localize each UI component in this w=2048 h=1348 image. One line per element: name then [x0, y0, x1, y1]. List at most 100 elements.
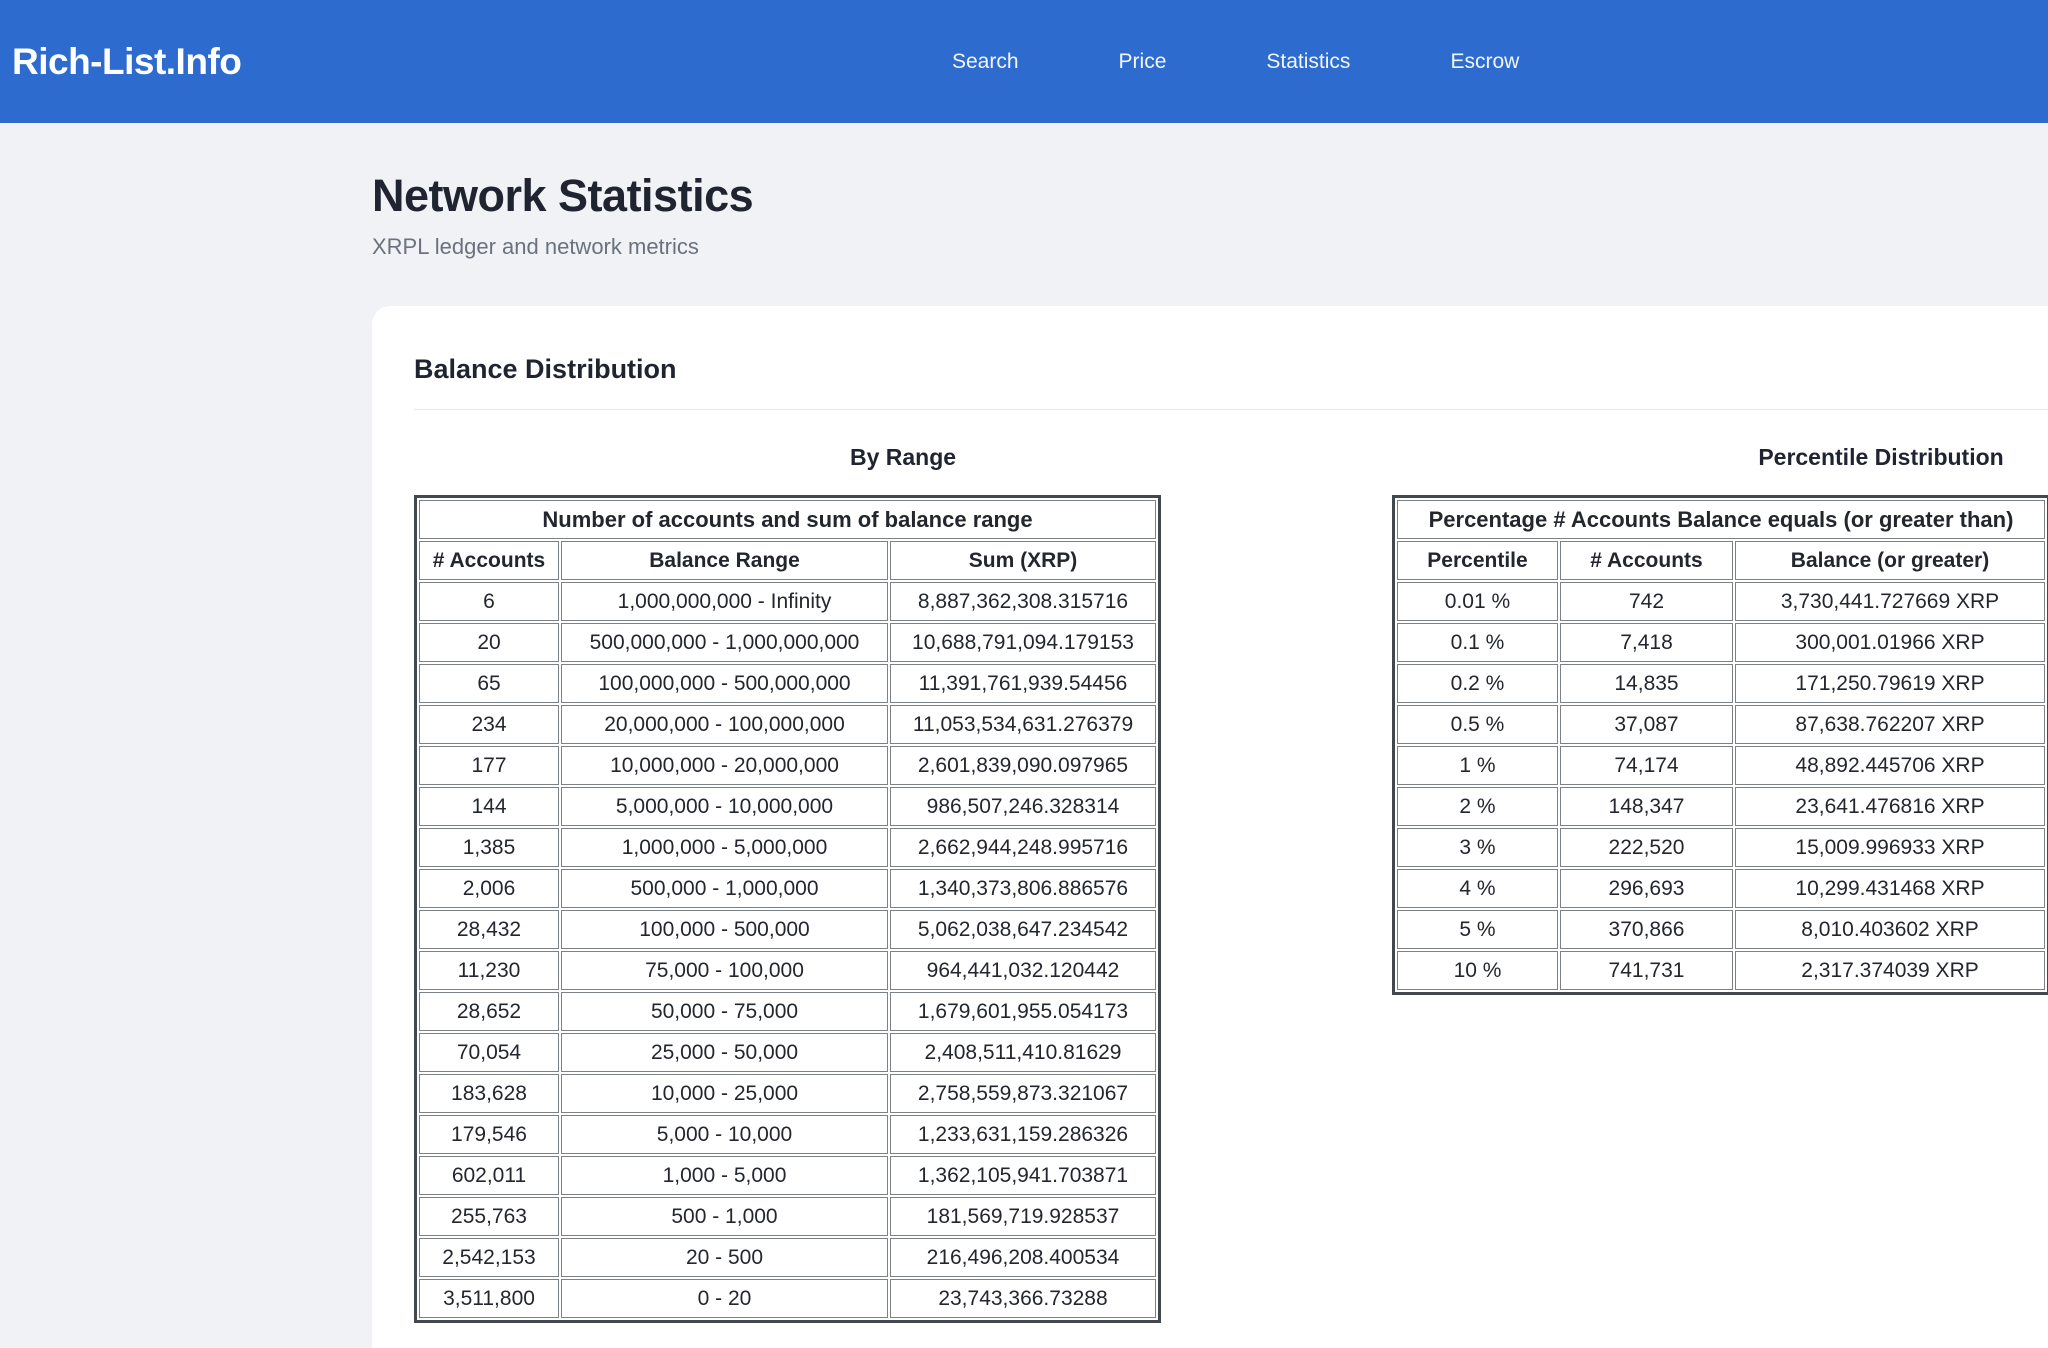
table-cell: 1,340,373,806.886576	[890, 869, 1156, 908]
table-cell: 6	[419, 582, 559, 621]
table-cell: 181,569,719.928537	[890, 1197, 1156, 1236]
nav-item-search[interactable]: Search	[952, 49, 1019, 73]
brand-logo[interactable]: Rich-List.Info	[12, 40, 242, 82]
table-cell: 300,001.01966 XRP	[1735, 623, 2046, 662]
table-row: 177 10,000,000 - 20,000,000 2,601,839,090.…	[419, 746, 1156, 785]
table-cell: 70,054	[419, 1033, 559, 1072]
table-cell: 5,000 - 10,000	[561, 1115, 888, 1154]
main-nav: Search Price Statistics Escrow	[952, 0, 1519, 123]
nav-item-statistics[interactable]: Statistics	[1266, 49, 1351, 73]
table-cell: 2 %	[1397, 787, 1558, 826]
table-cell: 171,250.79619 XRP	[1735, 664, 2046, 703]
balance-distribution-card: Balance Distribution By Range Number of …	[372, 306, 2048, 1348]
table-cell: 964,441,032.120442	[890, 951, 1156, 990]
table-cell: 4 %	[1397, 869, 1558, 908]
table-row: 2,542,153 20 - 500 216,496,208.400534	[419, 1238, 1156, 1277]
table-row: 65 100,000,000 - 500,000,000 11,391,761,93…	[419, 664, 1156, 703]
table-cell: 222,520	[1560, 828, 1733, 867]
table-cell: 7,418	[1560, 623, 1733, 662]
table-header-row: # Accounts Balance Range Sum (XRP)	[419, 541, 1156, 580]
table-cell: 50,000 - 75,000	[561, 992, 888, 1031]
table-cell: 1,000,000,000 - Infinity	[561, 582, 888, 621]
table-row: 602,011 1,000 - 5,000 1,362,105,941.703871	[419, 1156, 1156, 1195]
table-row: 5 % 370,866 8,010.403602 XRP	[1397, 910, 2046, 949]
table-row: 0.01 % 742 3,730,441.727669 XRP	[1397, 582, 2046, 621]
table-cell: 28,652	[419, 992, 559, 1031]
table-cell: 8,887,362,308.315716	[890, 582, 1156, 621]
table-header-row: Percentile # Accounts Balance (or greate…	[1397, 541, 2046, 580]
table-row: 6 1,000,000,000 - Infinity 8,887,362,308.3…	[419, 582, 1156, 621]
column-header: # Accounts	[1560, 541, 1733, 580]
table-cell: 0.01 %	[1397, 582, 1558, 621]
nav-item-escrow[interactable]: Escrow	[1450, 49, 1520, 73]
table-cell: 10,000 - 25,000	[561, 1074, 888, 1113]
by-range-section: By Range Number of accounts and sum of b…	[414, 444, 1392, 1323]
table-row: 3 % 222,520 15,009.996933 XRP	[1397, 828, 2046, 867]
table-cell: 1,362,105,941.703871	[890, 1156, 1156, 1195]
table-cell: 10,688,791,094.179153	[890, 623, 1156, 662]
main-content: Network Statistics XRPL ledger and netwo…	[372, 170, 2048, 1348]
table-cell: 8,010.403602 XRP	[1735, 910, 2046, 949]
table-cell: 5,000,000 - 10,000,000	[561, 787, 888, 826]
table-cell: 0 - 20	[561, 1279, 888, 1318]
table-cell: 48,892.445706 XRP	[1735, 746, 2046, 785]
table-cell: 0.5 %	[1397, 705, 1558, 744]
table-cell: 602,011	[419, 1156, 559, 1195]
table-cell: 11,391,761,939.54456	[890, 664, 1156, 703]
table-cell: 177	[419, 746, 559, 785]
table-cell: 11,230	[419, 951, 559, 990]
table-row: 1 % 74,174 48,892.445706 XRP	[1397, 746, 2046, 785]
table-cell: 2,758,559,873.321067	[890, 1074, 1156, 1113]
table-cell: 100,000,000 - 500,000,000	[561, 664, 888, 703]
table-cell: 10,000,000 - 20,000,000	[561, 746, 888, 785]
table-row: 10 % 741,731 2,317.374039 XRP	[1397, 951, 2046, 990]
table-cell: 28,432	[419, 910, 559, 949]
table-caption-row: Number of accounts and sum of balance ra…	[419, 500, 1156, 539]
table-cell: 87,638.762207 XRP	[1735, 705, 2046, 744]
table-cell: 296,693	[1560, 869, 1733, 908]
table-cell: 1 %	[1397, 746, 1558, 785]
table-cell: 1,000 - 5,000	[561, 1156, 888, 1195]
table-cell: 183,628	[419, 1074, 559, 1113]
table-cell: 3,730,441.727669 XRP	[1735, 582, 2046, 621]
table-cell: 216,496,208.400534	[890, 1238, 1156, 1277]
table-cell: 11,053,534,631.276379	[890, 705, 1156, 744]
table-row: 28,432 100,000 - 500,000 5,062,038,647.234…	[419, 910, 1156, 949]
table-cell: 25,000 - 50,000	[561, 1033, 888, 1072]
table-row: 1,385 1,000,000 - 5,000,000 2,662,944,248.…	[419, 828, 1156, 867]
table-cell: 3 %	[1397, 828, 1558, 867]
table-caption: Number of accounts and sum of balance ra…	[419, 500, 1156, 539]
table-cell: 10 %	[1397, 951, 1558, 990]
table-cell: 742	[1560, 582, 1733, 621]
table-cell: 20	[419, 623, 559, 662]
table-cell: 234	[419, 705, 559, 744]
percentile-title: Percentile Distribution	[1758, 444, 2004, 470]
table-cell: 14,835	[1560, 664, 1733, 703]
table-cell: 10,299.431468 XRP	[1735, 869, 2046, 908]
table-cell: 100,000 - 500,000	[561, 910, 888, 949]
table-row: 144 5,000,000 - 10,000,000 986,507,246.328…	[419, 787, 1156, 826]
table-cell: 148,347	[1560, 787, 1733, 826]
table-row: 0.2 % 14,835 171,250.79619 XRP	[1397, 664, 2046, 703]
table-row: 0.5 % 37,087 87,638.762207 XRP	[1397, 705, 2046, 744]
table-cell: 1,000,000 - 5,000,000	[561, 828, 888, 867]
table-cell: 37,087	[1560, 705, 1733, 744]
top-navigation-bar: Rich-List.Info Search Price Statistics E…	[0, 0, 2048, 123]
by-range-table-body: 6 1,000,000,000 - Infinity 8,887,362,308.3…	[419, 582, 1156, 1318]
page-subtitle: XRPL ledger and network metrics	[372, 234, 699, 259]
table-row: 0.1 % 7,418 300,001.01966 XRP	[1397, 623, 2046, 662]
table-cell: 23,641.476816 XRP	[1735, 787, 2046, 826]
table-cell: 2,317.374039 XRP	[1735, 951, 2046, 990]
table-row: 234 20,000,000 - 100,000,000 11,053,534,63…	[419, 705, 1156, 744]
table-cell: 1,233,631,159.286326	[890, 1115, 1156, 1154]
table-cell: 2,006	[419, 869, 559, 908]
card-divider	[414, 409, 2048, 410]
column-header: Balance Range	[561, 541, 888, 580]
table-cell: 5 %	[1397, 910, 1558, 949]
card-title: Balance Distribution	[414, 354, 677, 384]
column-header: Balance (or greater)	[1735, 541, 2046, 580]
column-header: # Accounts	[419, 541, 559, 580]
table-caption: Percentage # Accounts Balance equals (or…	[1397, 500, 2046, 539]
nav-item-price[interactable]: Price	[1118, 49, 1167, 73]
table-cell: 20,000,000 - 100,000,000	[561, 705, 888, 744]
